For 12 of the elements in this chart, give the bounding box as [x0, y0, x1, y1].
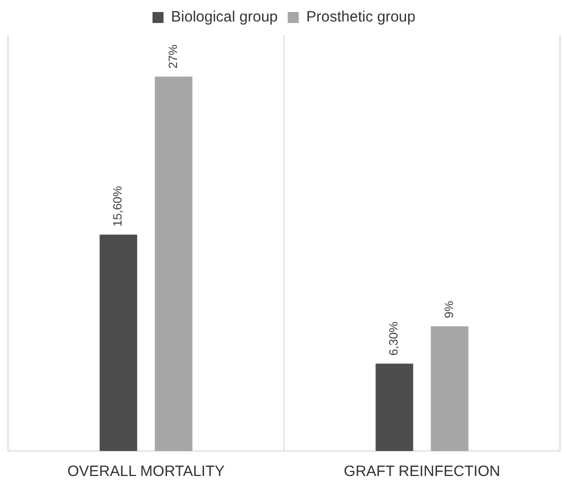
data-label: 6,30% [386, 321, 401, 356]
bar [376, 364, 414, 451]
bar [154, 76, 192, 451]
data-label: 15,60% [110, 186, 125, 227]
data-label: 9% [442, 300, 456, 318]
bar [430, 326, 468, 451]
data-label: 27% [166, 44, 180, 69]
x-tick-label: GRAFT REINFECTION [344, 463, 500, 480]
legend-label: Biological group [171, 8, 278, 26]
bar [100, 234, 138, 451]
x-tick-label: OVERALL MORTALITY [67, 463, 225, 480]
legend-label: Prosthetic group [306, 8, 416, 26]
